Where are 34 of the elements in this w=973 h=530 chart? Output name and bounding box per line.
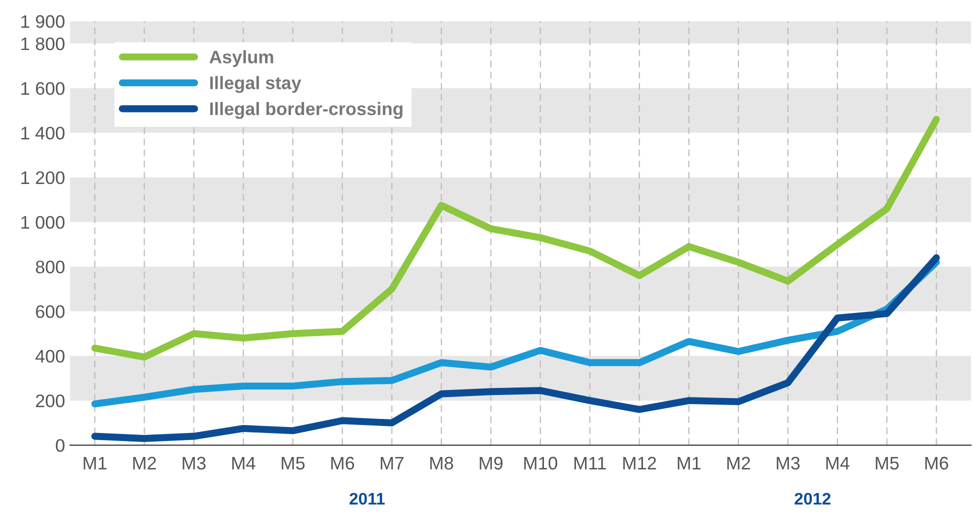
y-tick-label: 1 400 xyxy=(21,126,64,140)
text: 2011 xyxy=(350,492,385,505)
x-tick-label: M5 xyxy=(282,456,305,470)
y-tick-label: 1 000 xyxy=(21,216,64,229)
y-tick-label: 1 900 xyxy=(21,15,64,28)
x-tick-label: M6 xyxy=(331,456,354,470)
y-tick-label: 0 xyxy=(56,439,64,452)
x-tick-label: M2 xyxy=(133,456,156,470)
y-tick-label: 1 600 xyxy=(21,82,64,95)
x-tick-label: M3 xyxy=(182,456,206,470)
y-tick-label: 1 200 xyxy=(21,171,64,184)
y-tick-label: 200 xyxy=(36,394,64,408)
x-tick-label: M5 xyxy=(876,456,899,470)
x-tick-label: M1 xyxy=(678,456,701,470)
x-tick-label: M1 xyxy=(84,456,106,470)
x-tick-label: M2 xyxy=(727,456,750,470)
x-tick-label: M9 xyxy=(480,456,503,470)
y-tick-label: 400 xyxy=(35,350,64,363)
x-tick-label: M8 xyxy=(430,456,454,470)
x-tick-label: M6 xyxy=(925,456,948,470)
text: 2012 xyxy=(794,492,831,505)
x-tick-label: M10 xyxy=(524,456,558,470)
y-tick-label: 1 800 xyxy=(21,37,64,50)
legend-label: Asylum xyxy=(209,50,274,67)
x-tick-label: M12 xyxy=(623,456,656,470)
x-tick-label: M4 xyxy=(232,456,256,470)
legend-label: Illegal stay xyxy=(210,76,302,93)
y-tick-label: 800 xyxy=(36,260,64,274)
x-tick-label: M4 xyxy=(826,456,850,470)
legend-label: Illegal border-crossing xyxy=(210,102,402,119)
x-tick-label: M11 xyxy=(574,456,606,470)
y-tick-label: 600 xyxy=(36,305,64,318)
x-tick-label: M3 xyxy=(776,456,800,470)
x-tick-label: M7 xyxy=(380,456,404,470)
